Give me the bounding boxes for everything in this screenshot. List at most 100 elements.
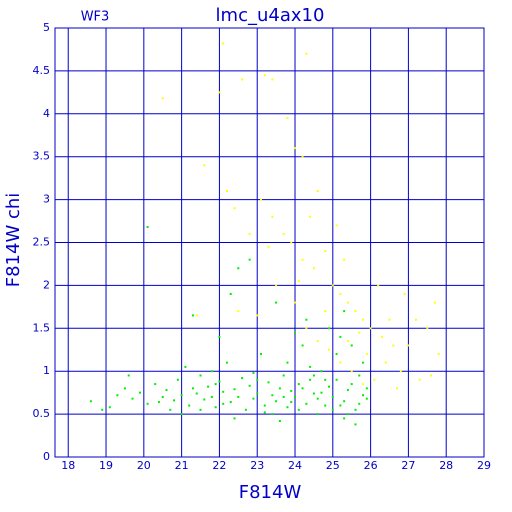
y-tick-label: 0.5 [33,407,51,420]
point [210,395,213,398]
point [343,400,346,403]
point [294,301,297,304]
point [89,400,92,403]
x-tick-label: 25 [326,459,340,472]
point [263,404,266,407]
point [380,335,383,338]
point [267,245,270,248]
y-tick-label: 1 [43,364,50,377]
x-tick-label: 22 [212,459,226,472]
y-tick-label: 3.5 [33,150,51,163]
point [430,374,433,377]
point [392,344,395,347]
point [195,314,198,317]
point [320,391,323,394]
point [214,383,217,386]
point [290,401,293,404]
point [354,310,357,313]
x-tick-label: 29 [477,459,491,472]
point [365,353,368,356]
chart-title: lmc_u4ax10 [216,5,325,26]
point [139,391,142,394]
point [123,387,126,390]
point [396,387,399,390]
point [176,378,179,381]
x-tick-label: 23 [250,459,264,472]
point [418,378,421,381]
point [263,74,266,77]
point [203,164,206,167]
point [328,348,331,351]
x-tick-label: 18 [61,459,75,472]
point [259,353,262,356]
point [316,397,319,400]
point [309,215,312,218]
point [407,344,410,347]
y-tick-label: 5 [43,21,50,34]
point [362,383,365,386]
point [248,384,251,387]
point [297,383,300,386]
chart-subtitle: WF3 [81,10,110,25]
point [294,331,297,334]
point [339,404,342,407]
point [237,267,240,270]
point [335,224,338,227]
point [229,401,232,404]
point [346,301,349,304]
y-tick-label: 3 [43,193,50,206]
point [384,361,387,364]
point [131,397,134,400]
point [290,389,293,392]
point [237,310,240,313]
point [377,284,380,287]
point [312,374,315,377]
point [324,404,327,407]
point [248,232,251,235]
point [328,385,331,388]
point [184,365,187,368]
point [343,417,346,420]
point [335,378,338,381]
point [244,408,247,411]
point [358,331,361,334]
x-tick-label: 28 [439,459,453,472]
point [237,395,240,398]
point [350,344,353,347]
point [399,370,402,373]
point [222,402,225,405]
point [297,280,300,283]
point [225,361,228,364]
point [154,383,157,386]
point [301,344,304,347]
y-tick-label: 2.5 [33,236,51,249]
x-tick-label: 26 [364,459,378,472]
point [259,198,262,201]
point [369,327,372,330]
point [256,378,259,381]
plot-frame [54,27,485,458]
y-axis-label: F814W chi [3,193,24,288]
point [362,361,365,364]
point [426,327,429,330]
point [343,258,346,261]
point [358,402,361,405]
y-tick-label: 0 [43,450,50,463]
y-tick-label: 2 [43,278,50,291]
x-tick-label: 19 [99,459,113,472]
point [362,318,365,321]
point [191,314,194,317]
point [294,395,297,398]
point [331,395,334,398]
point [225,190,228,193]
point [108,406,111,409]
point [256,314,259,317]
point [414,318,417,321]
point [218,380,221,383]
point [312,392,315,395]
point [278,387,281,390]
point [278,419,281,422]
point [324,310,327,313]
point [316,413,319,416]
